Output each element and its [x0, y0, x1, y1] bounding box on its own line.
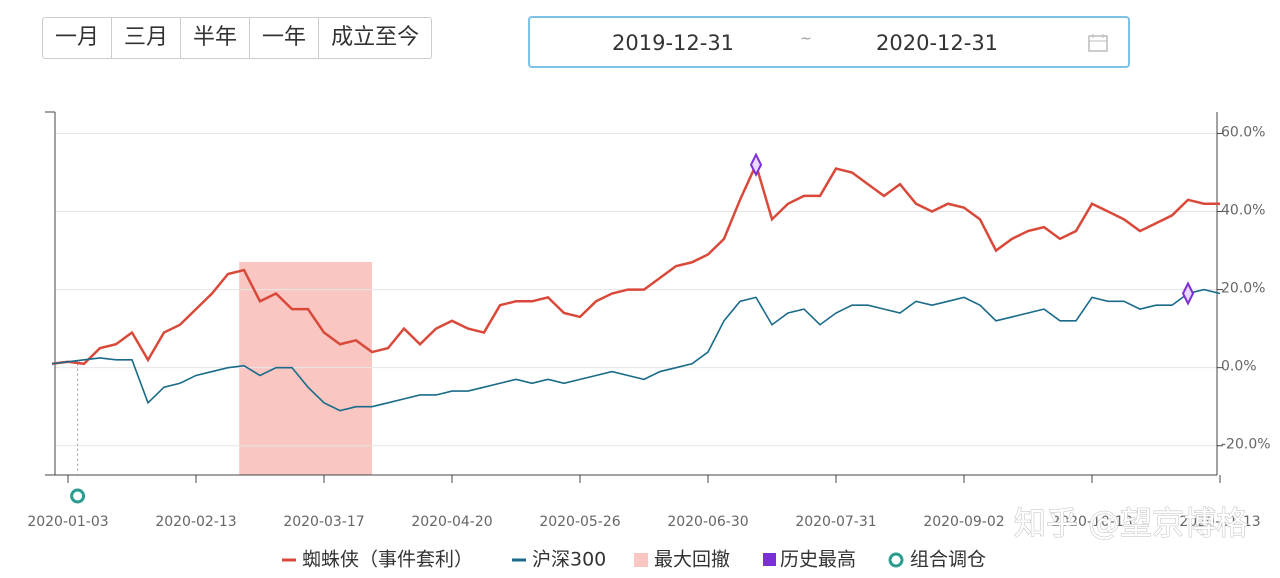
start-date[interactable]: 2019-12-31 — [612, 31, 735, 55]
period-buttons: 一月 三月 半年 一年 成立至今 — [42, 17, 433, 59]
x-tick-label: 2020-01-03 — [27, 514, 108, 530]
x-tick-label: 2020-11-13 — [1179, 514, 1260, 530]
separator: ~ — [800, 31, 812, 47]
y-tick-label: -20.0% — [1221, 437, 1271, 453]
period-button[interactable]: 半年 — [181, 18, 251, 58]
watermark: 知乎 @望京博格 — [1014, 504, 1248, 542]
y-tick-label: 20.0% — [1221, 281, 1265, 297]
period-button[interactable]: 一月 — [43, 18, 113, 58]
x-tick-label: 2020-04-20 — [411, 514, 492, 530]
legend-label: 沪深300 — [532, 549, 606, 571]
date-range-picker[interactable]: 2019-12-31 ~ 2020-12-31 — [528, 16, 1130, 68]
x-tick-label: 2020-09-02 — [923, 514, 1004, 530]
legend-swatch — [634, 553, 648, 567]
x-tick-label: 2020-05-26 — [539, 514, 620, 530]
series-line — [51, 161, 1220, 366]
period-button[interactable]: 三月 — [112, 18, 182, 58]
high-marker — [749, 152, 763, 177]
x-tick-label: 2020-10-13 — [1051, 514, 1132, 530]
rebalance-marker — [70, 488, 86, 504]
y-tick-label: 0.0% — [1221, 359, 1257, 375]
y-tick-label: 60.0% — [1221, 124, 1265, 140]
drawdown-area — [239, 262, 372, 475]
calendar-icon[interactable] — [1087, 32, 1109, 54]
legend-swatch — [763, 553, 776, 566]
period-button[interactable]: 一年 — [250, 18, 320, 58]
x-tick-label: 2020-03-17 — [283, 514, 364, 530]
legend-swatch — [888, 552, 904, 568]
legend-label: 历史最高 — [780, 549, 856, 571]
legend-label: 组合调仓 — [910, 549, 986, 571]
x-tick-label: 2020-02-13 — [155, 514, 236, 530]
legend-label: 蜘蛛侠（事件套利） — [302, 549, 473, 571]
legend-label: 最大回撤 — [654, 549, 730, 571]
x-tick-label: 2020-07-31 — [795, 514, 876, 530]
y-tick-label: 40.0% — [1221, 203, 1265, 219]
high-marker — [1181, 281, 1195, 306]
series-line — [51, 288, 1221, 412]
period-button[interactable]: 成立至今 — [331, 25, 420, 50]
end-date[interactable]: 2020-12-31 — [876, 31, 999, 55]
x-tick-label: 2020-06-30 — [667, 514, 748, 530]
